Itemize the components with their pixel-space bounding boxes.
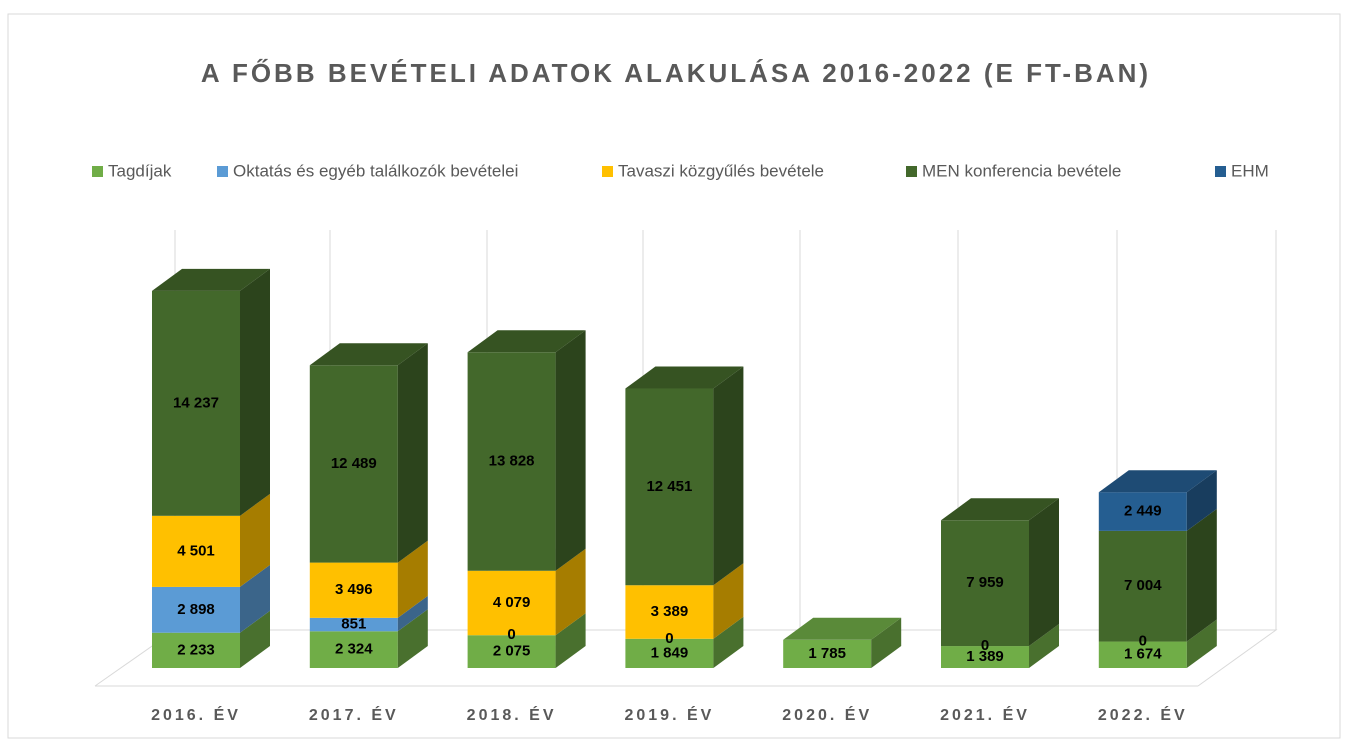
chart-title: A FŐBB BEVÉTELI ADATOK ALAKULÁSA 2016-20…	[201, 58, 1151, 88]
legend-swatch	[602, 166, 613, 177]
data-label: 0	[665, 630, 673, 647]
bar-side	[1029, 624, 1059, 668]
bar-side	[240, 268, 270, 516]
data-label: 7 959	[966, 574, 1004, 591]
bar-top	[467, 330, 586, 353]
bar-front	[1098, 641, 1187, 668]
data-label: 2 449	[1124, 503, 1162, 520]
data-label: 2 233	[177, 641, 215, 658]
bar-side	[713, 563, 744, 639]
bar-front	[625, 585, 714, 639]
bar-side	[1029, 498, 1059, 647]
bar-front	[1098, 492, 1187, 531]
bar-front	[309, 617, 398, 632]
bar-side	[1186, 619, 1217, 668]
x-tick-label: 2022. ÉV	[1098, 705, 1188, 724]
legend-swatch	[906, 166, 917, 177]
bar-front	[309, 365, 398, 563]
data-label: 4 501	[177, 542, 215, 559]
bar-front	[467, 352, 556, 571]
x-tick-label: 2021. ÉV	[940, 705, 1030, 724]
bar-side	[240, 493, 270, 587]
bar-side	[1186, 470, 1217, 531]
data-label: 7 004	[1124, 577, 1162, 594]
x-tick-label: 2019. ÉV	[624, 705, 714, 724]
bar-front	[309, 562, 398, 618]
data-label: 1 389	[966, 648, 1004, 665]
bar-front	[152, 290, 240, 516]
x-tick-label: 2018. ÉV	[467, 705, 557, 724]
x-tick-label: 2017. ÉV	[309, 705, 399, 724]
data-label: 2 898	[177, 601, 215, 618]
data-label: 0	[507, 626, 515, 643]
bar-front	[941, 646, 1029, 668]
legend-label: Oktatás és egyéb találkozók bevételei	[233, 161, 518, 180]
bar-front	[467, 570, 556, 636]
data-label: 3 496	[335, 581, 373, 598]
bar-top	[941, 498, 1059, 521]
bar-top	[309, 343, 428, 366]
legend-label: EHM	[1231, 161, 1269, 180]
bar-side	[555, 613, 586, 668]
data-label: 13 828	[489, 452, 535, 469]
legend-label: MEN konferencia bevétele	[922, 161, 1121, 180]
data-label: 12 489	[331, 455, 377, 472]
bar-front	[1098, 530, 1187, 642]
data-label: 14 237	[173, 394, 219, 411]
data-label: 0	[1139, 633, 1147, 650]
bar-side	[240, 610, 270, 668]
data-label: 2 075	[493, 643, 531, 660]
bar-side	[240, 564, 270, 633]
legend-label: Tavaszi közgyűlés bevétele	[618, 161, 824, 180]
bar-side	[713, 616, 744, 668]
x-tick-label: 2016. ÉV	[151, 705, 241, 724]
bar-front	[783, 639, 872, 668]
bar-top	[152, 268, 270, 291]
data-label: 12 451	[646, 478, 692, 495]
data-label: 0	[981, 637, 989, 654]
bar-front	[625, 638, 714, 668]
bar-side	[397, 540, 428, 618]
bar-front	[152, 632, 240, 668]
bar-top	[1098, 470, 1217, 493]
bar-front	[309, 631, 398, 668]
bar-front	[152, 515, 240, 587]
bar-front	[625, 388, 714, 586]
data-label: 3 389	[651, 603, 689, 620]
bar-side	[555, 548, 586, 636]
bar-side	[555, 330, 586, 571]
data-label: 1 849	[651, 644, 689, 661]
x-tick-label: 2020. ÉV	[782, 705, 872, 724]
legend-swatch	[217, 166, 228, 177]
bar-side	[1186, 508, 1217, 642]
bar-side	[713, 366, 744, 586]
bar-front	[467, 635, 556, 668]
data-label: 4 079	[493, 594, 531, 611]
bar-side	[871, 617, 902, 668]
legend-swatch	[1215, 166, 1226, 177]
bar-side	[397, 595, 428, 632]
data-label: 1 674	[1124, 646, 1162, 663]
bar-top	[783, 617, 902, 640]
bar-top	[625, 366, 744, 389]
bar-side	[397, 609, 428, 668]
legend-swatch	[92, 166, 103, 177]
bar-front	[152, 586, 240, 633]
bar-side	[397, 343, 428, 563]
legend-label: Tagdíjak	[108, 161, 172, 180]
data-label: 1 785	[808, 645, 846, 662]
bar-front	[941, 520, 1029, 647]
data-label: 2 324	[335, 641, 373, 658]
data-label: 851	[341, 616, 366, 633]
